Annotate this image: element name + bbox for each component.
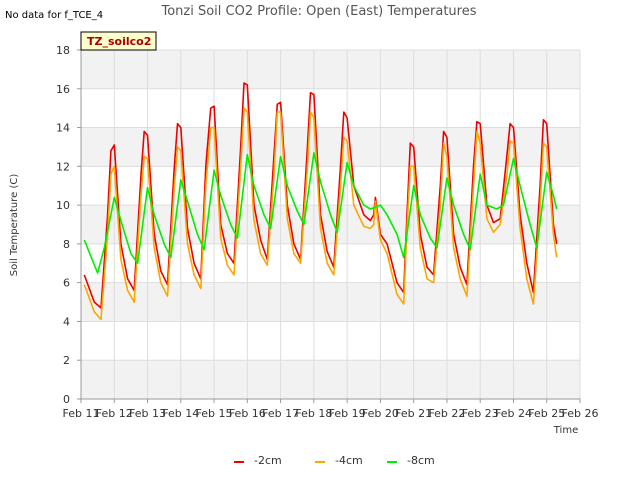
y-tick-labels: 0 2 4 6 8 10 12 14 16 18 [56, 44, 81, 406]
y-tick-label: 18 [56, 44, 70, 57]
y-tick-label: 14 [56, 122, 70, 135]
legend-label: -2cm [254, 454, 282, 467]
x-tick-label: Feb 26 [562, 407, 599, 420]
x-tick-label: Feb 12 [96, 407, 133, 420]
x-tick-label: Feb 11 [63, 407, 100, 420]
y-tick-label: 0 [63, 393, 70, 406]
x-tick-label: Feb 23 [462, 407, 499, 420]
axes [80, 50, 580, 400]
y-tick-label: 4 [63, 315, 70, 328]
x-tick-label: Feb 19 [329, 407, 366, 420]
x-tick-label: Feb 18 [295, 407, 332, 420]
x-tick-label: Feb 24 [495, 407, 532, 420]
y-tick-label: 8 [63, 238, 70, 251]
plot-background [81, 50, 580, 399]
y-tick-label: 6 [63, 277, 70, 290]
x-tick-label: Feb 16 [229, 407, 266, 420]
x-tick-label: Feb 13 [129, 407, 166, 420]
x-tick-label: Feb 22 [428, 407, 465, 420]
legend-label: -8cm [407, 454, 435, 467]
x-tick-label: Feb 14 [162, 407, 199, 420]
legend: -2cm -4cm -8cm [234, 454, 435, 467]
plot-band [81, 50, 580, 89]
x-tick-label: Feb 20 [362, 407, 399, 420]
legend-label: -4cm [335, 454, 363, 467]
y-tick-label: 10 [56, 199, 70, 212]
y-tick-label: 12 [56, 160, 70, 173]
x-tick-label: Feb 15 [196, 407, 233, 420]
no-data-note: No data for f_TCE_4 [5, 10, 103, 21]
x-tick-label: Feb 17 [262, 407, 299, 420]
y-axis-label: Soil Temperature (C) [9, 174, 20, 277]
plot-band [81, 360, 580, 399]
series-line-4cm [83, 107, 558, 321]
plot-band [81, 282, 580, 322]
plot-band [81, 127, 580, 167]
y-tick-label: 16 [56, 83, 70, 96]
series-layer [83, 82, 558, 321]
tz-soilco2-box: TZ_soilco2 [80, 31, 157, 51]
series-line-8cm [83, 152, 558, 274]
box-label-text: TZ_soilco2 [87, 35, 151, 48]
x-tick-label: Feb 25 [528, 407, 565, 420]
x-tick-label: Feb 21 [395, 407, 432, 420]
x-axis-label: Time [553, 425, 578, 436]
plot-band [81, 205, 580, 244]
y-tick-label: 2 [63, 354, 70, 367]
box-label-frame [80, 31, 157, 51]
chart-title: Tonzi Soil CO2 Profile: Open (East) Temp… [160, 4, 476, 19]
